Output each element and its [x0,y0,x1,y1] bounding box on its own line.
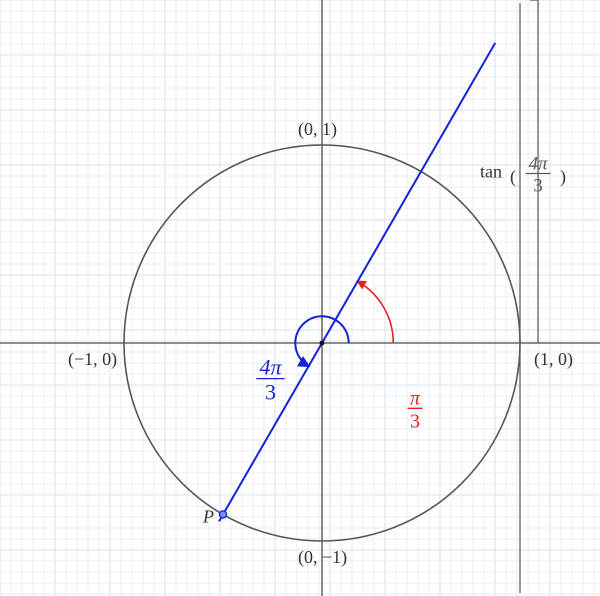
axes [0,0,600,596]
unit-circle-tangent-diagram: (1, 0)(−1, 0)(0, 1)(0, −1)Pπ34π3tan()4π3 [0,0,600,596]
svg-text:(1, 0): (1, 0) [534,349,573,370]
svg-text:): ) [560,167,566,188]
svg-text:4π: 4π [528,154,548,175]
svg-text:(−1, 0): (−1, 0) [68,349,117,370]
svg-text:4π: 4π [260,355,283,380]
svg-text:(0, −1): (0, −1) [298,547,347,568]
grid [0,0,600,596]
svg-text:3: 3 [265,380,276,405]
svg-text:3: 3 [533,176,543,197]
svg-text:π: π [410,387,421,409]
svg-text:(0, 1): (0, 1) [298,119,337,140]
svg-text:tan: tan [480,162,502,182]
svg-text:3: 3 [410,410,420,432]
svg-text:(: ( [510,167,516,188]
svg-text:P: P [202,506,214,526]
